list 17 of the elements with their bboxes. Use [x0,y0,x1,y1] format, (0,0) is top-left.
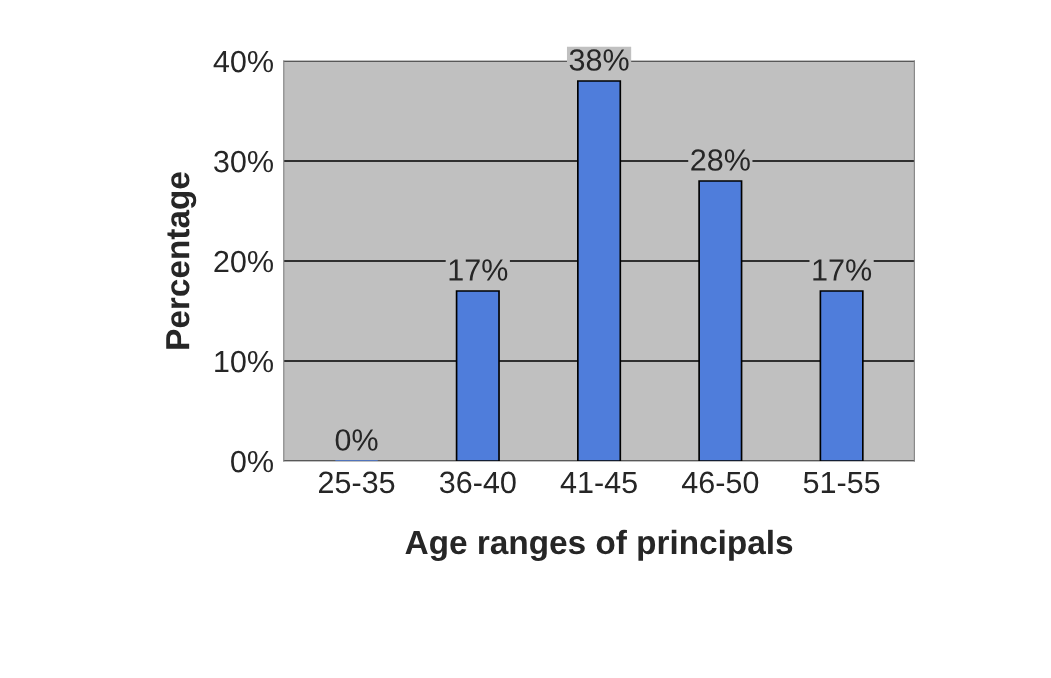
data-label: 17% [813,259,872,281]
x-tick-label: 41-45 [560,471,637,494]
x-axis-title: Age ranges of principals [405,529,793,562]
x-tick-label: 51-55 [803,471,880,494]
y-tick-label: 30% [214,150,273,173]
y-tick-label: 0% [231,450,273,473]
data-label: 0% [335,429,378,451]
data-label: 28% [691,149,750,171]
x-tick-label: 46-50 [681,471,759,494]
y-tick-label: 40% [213,50,273,73]
data-label: 38% [569,49,629,71]
y-tick-label: 20% [214,250,273,273]
x-tick-label: 25-35 [319,471,395,494]
y-tick-label: 10% [215,350,273,373]
x-tick-label: 36-40 [439,471,516,494]
data-label: 17% [449,259,508,281]
y-axis-title: Percentage [166,172,197,349]
